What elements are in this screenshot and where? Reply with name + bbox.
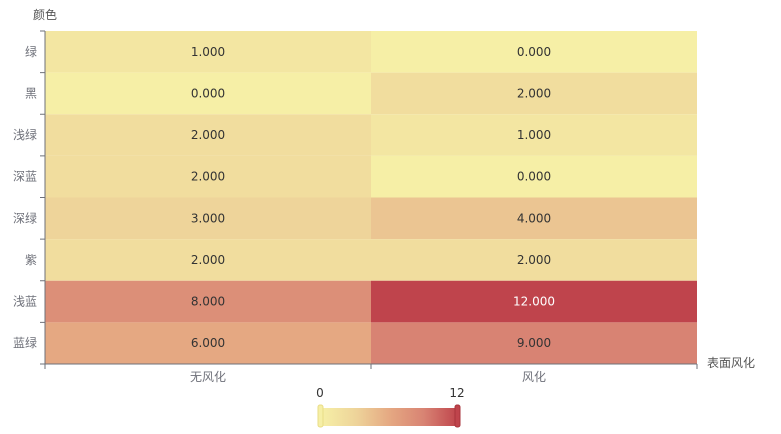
cell-value-label: 0.000 <box>517 45 551 59</box>
cell-value-label: 6.000 <box>191 336 225 350</box>
visual-map-bar[interactable] <box>322 408 458 426</box>
heatmap-cell[interactable] <box>371 155 697 198</box>
y-tick-label: 紫 <box>25 253 37 267</box>
visual-map-handle-max[interactable] <box>454 404 461 428</box>
cell-value-label: 0.000 <box>191 86 225 100</box>
y-tick-label: 绿 <box>25 44 37 59</box>
visual-map-min-label: 0 <box>316 386 324 400</box>
heatmap-cell[interactable] <box>45 197 371 240</box>
y-tick-label: 深绿 <box>13 210 37 225</box>
heatmap-cell[interactable] <box>45 114 371 156</box>
cell-value-label: 9.000 <box>517 336 551 350</box>
x-tick-label: 无风化 <box>190 370 226 384</box>
heatmap-cell[interactable] <box>371 197 697 240</box>
heatmap-cell[interactable] <box>371 114 697 156</box>
heatmap-cell[interactable] <box>45 322 371 364</box>
cell-value-label: 1.000 <box>517 128 551 142</box>
cell-value-label: 2.000 <box>191 253 225 267</box>
heatmap-cell[interactable] <box>45 31 371 73</box>
y-tick-label: 蓝绿 <box>13 335 37 350</box>
heatmap-cell[interactable] <box>45 239 371 281</box>
heatmap-cell[interactable] <box>45 280 371 323</box>
visual-map-max-label: 12 <box>449 386 464 400</box>
heatmap-cell[interactable] <box>371 31 697 73</box>
heatmap-cells <box>45 31 697 364</box>
visual-map-legend[interactable]: 0 12 <box>316 386 465 428</box>
cell-value-label: 4.000 <box>517 211 551 225</box>
y-tick-label: 深蓝 <box>13 170 37 184</box>
heatmap-cell[interactable] <box>45 155 371 198</box>
heatmap-cell[interactable] <box>371 239 697 281</box>
y-tick-label: 浅绿 <box>13 127 37 142</box>
cell-value-label: 2.000 <box>191 128 225 142</box>
cell-value-label: 0.000 <box>517 170 551 184</box>
y-tick-label: 浅蓝 <box>13 295 37 309</box>
cell-value-label: 3.000 <box>191 211 225 225</box>
cell-value-label: 2.000 <box>517 86 551 100</box>
cell-value-labels: 1.000 0.000 0.000 2.000 2.000 1.000 2.000 0.000… <box>191 45 555 350</box>
cell-value-label: 12.000 <box>513 295 555 309</box>
y-axis-title: 颜色 <box>33 7 57 22</box>
heatmap-cell[interactable] <box>371 72 697 115</box>
visual-map-handle-min[interactable] <box>317 404 324 428</box>
x-tick-label: 风化 <box>522 370 546 384</box>
x-axis: 无风化 风化 <box>44 363 698 384</box>
cell-value-label: 1.000 <box>191 45 225 59</box>
heatmap-cell[interactable] <box>371 280 697 323</box>
cell-value-label: 2.000 <box>191 170 225 184</box>
y-tick-label: 黑 <box>25 86 37 100</box>
x-axis-title: 表面风化 <box>707 356 755 370</box>
heatmap-cell[interactable] <box>45 72 371 115</box>
heatmap-cell[interactable] <box>371 322 697 364</box>
cell-value-label: 2.000 <box>517 253 551 267</box>
cell-value-label: 8.000 <box>191 295 225 309</box>
